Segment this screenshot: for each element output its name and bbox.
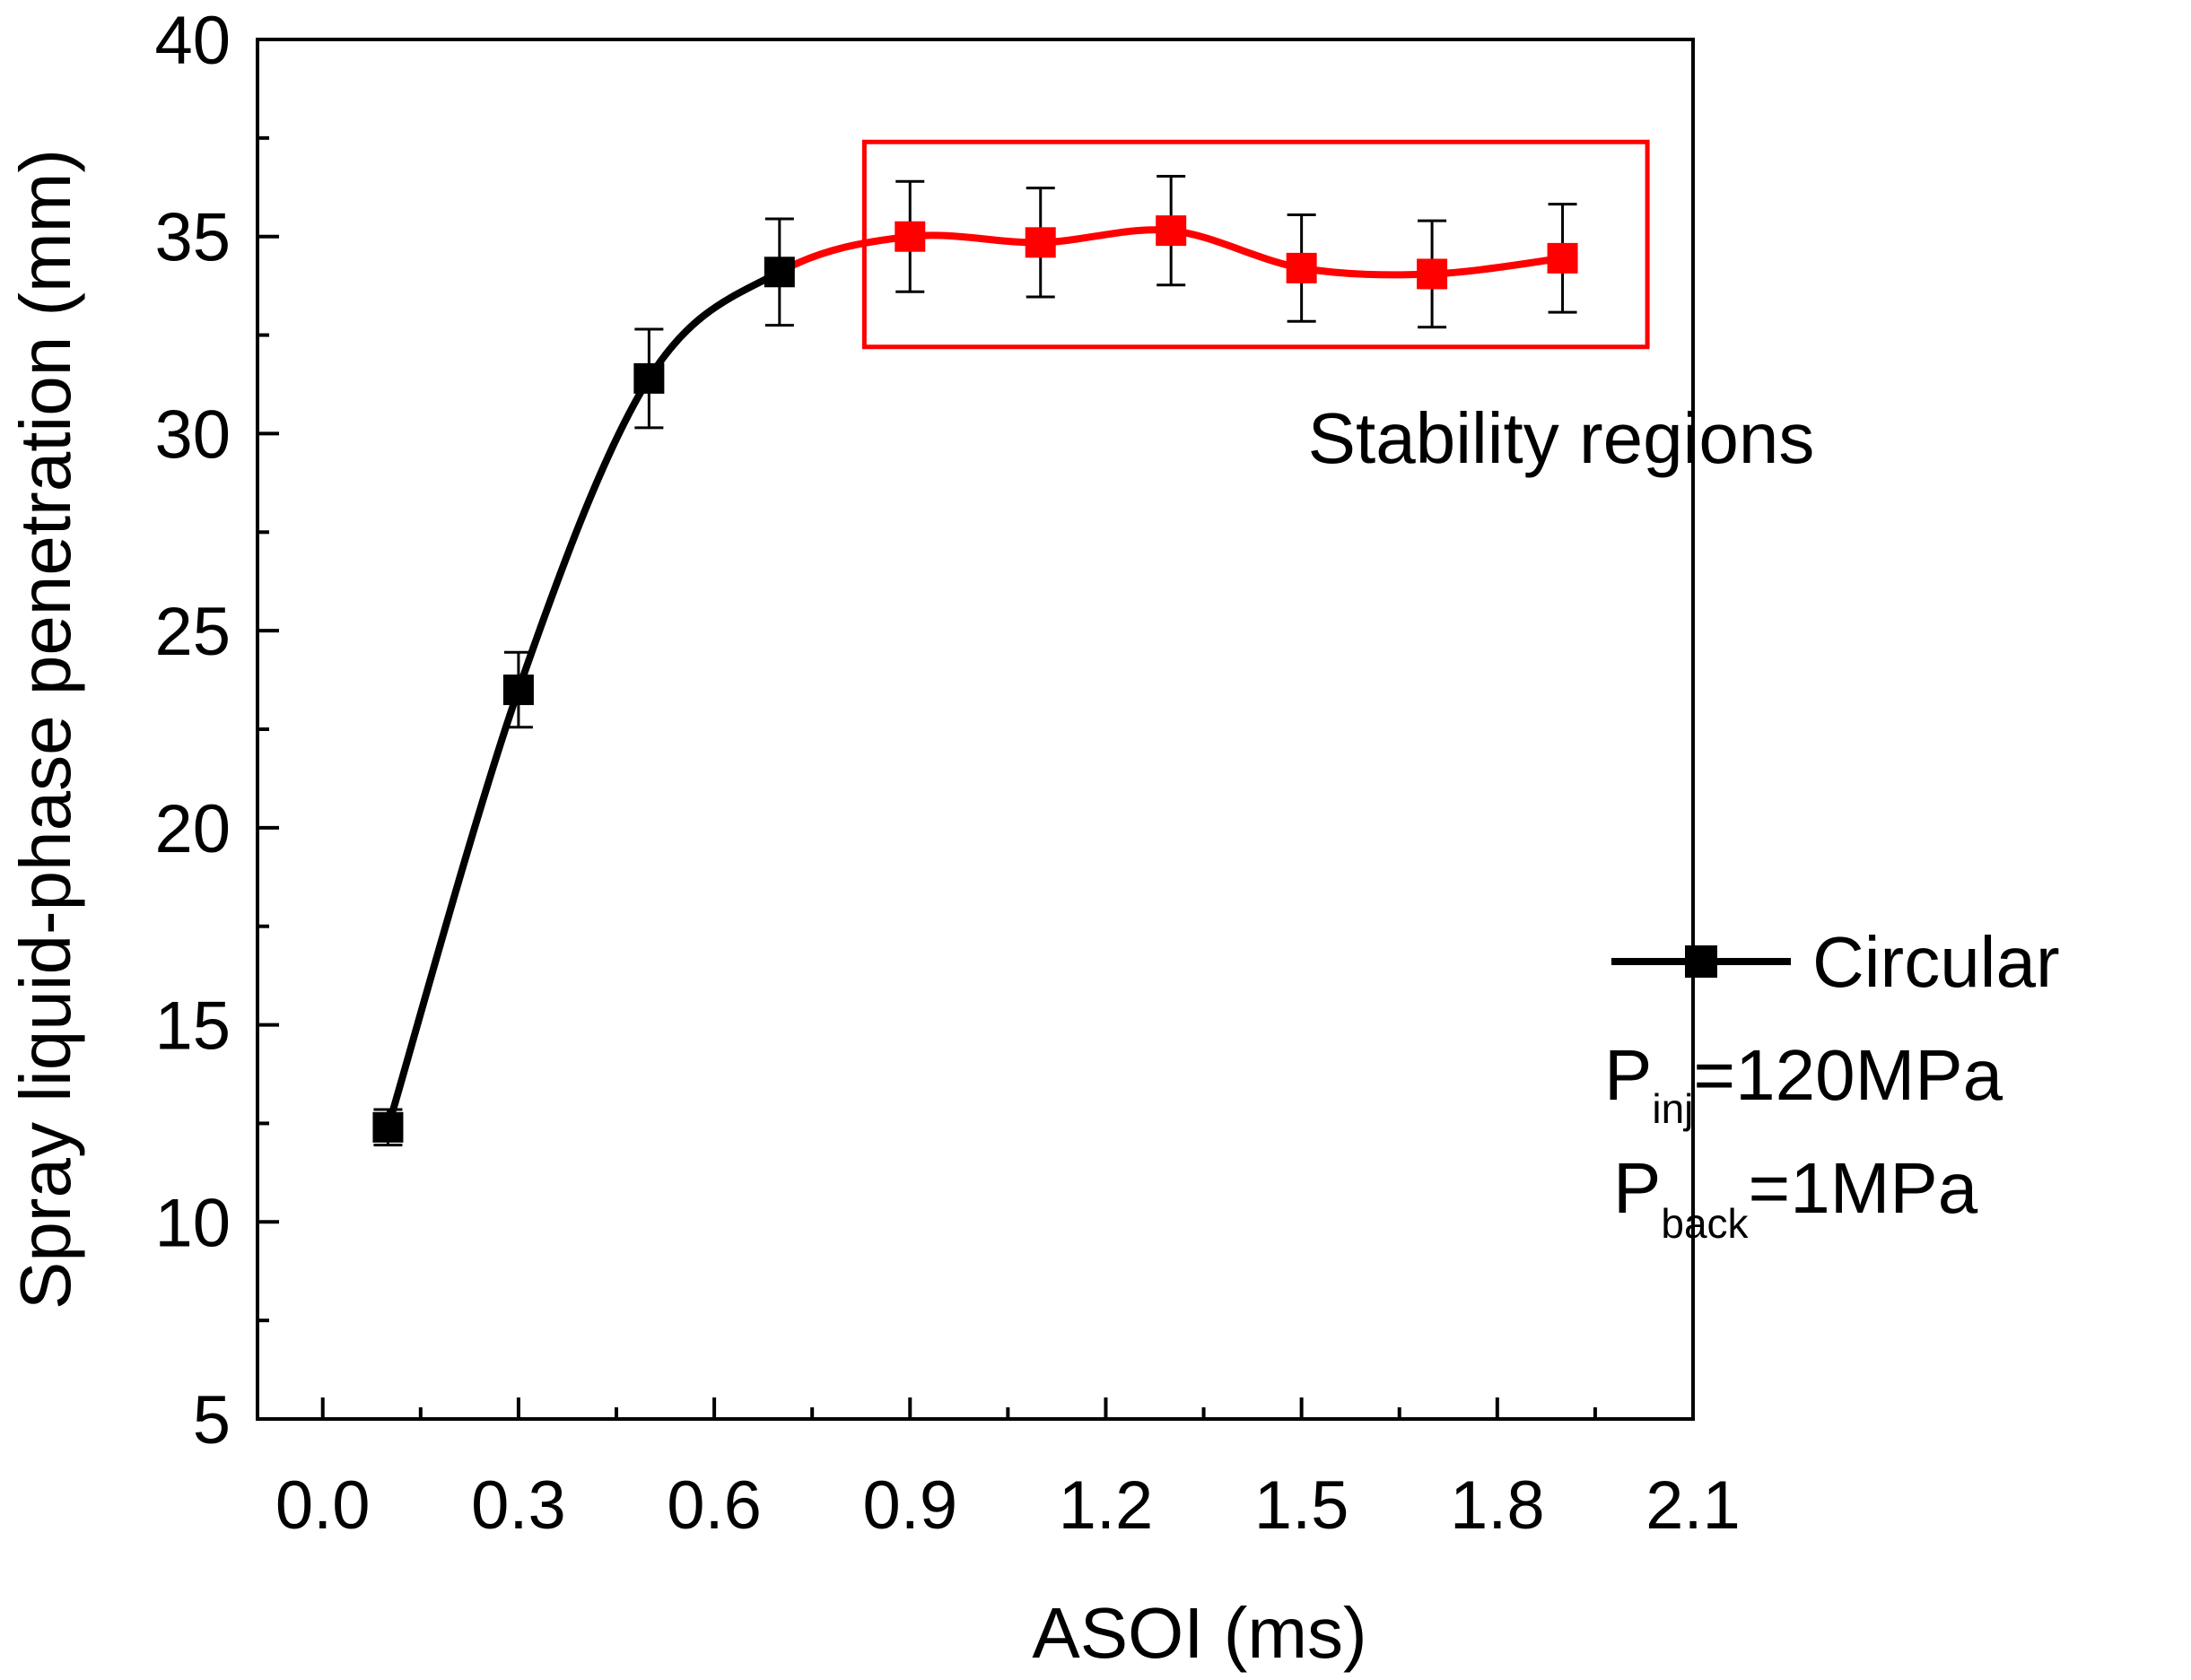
back-pressure-label: Pback=1MPa [1613, 1148, 1978, 1247]
y-tick-label: 25 [154, 594, 231, 670]
x-tick-label: 0.3 [471, 1467, 566, 1544]
x-tick-label: 1.2 [1059, 1467, 1154, 1544]
x-tick-label: 0.9 [862, 1467, 957, 1544]
data-point-marker [1417, 258, 1448, 290]
data-point-marker [895, 221, 926, 252]
y-tick-label: 35 [154, 200, 231, 276]
injection-pressure-label: Pinj=120MPa [1604, 1035, 2003, 1132]
data-point-marker [1025, 227, 1056, 258]
x-tick-label: 1.5 [1254, 1467, 1349, 1544]
x-tick-label: 0.0 [275, 1467, 371, 1544]
legend-label: Circular [1812, 922, 2060, 1002]
y-tick-label: 20 [154, 791, 231, 867]
y-tick-label: 40 [154, 3, 231, 79]
y-tick-label: 15 [154, 988, 231, 1065]
stability-region-box [861, 139, 1650, 350]
data-point-marker [372, 1111, 404, 1143]
y-tick-label: 5 [193, 1382, 231, 1458]
x-tick-label: 1.8 [1450, 1467, 1545, 1544]
x-axis-title: ASOI (ms) [1032, 1593, 1366, 1673]
legend-marker [1685, 945, 1717, 978]
data-point-marker [1156, 215, 1187, 247]
data-point-marker [633, 362, 665, 394]
x-axis-ticks: 0.0 0.3 0.6 0.9 1.2 1.5 1.8 2.1 [275, 1397, 1741, 1544]
plot-frame [256, 38, 1695, 1421]
series-curve-circular [384, 268, 783, 1131]
data-points [372, 174, 1578, 1147]
stability-region-label: Stability regions [1308, 398, 1815, 478]
y-tick-label: 10 [154, 1185, 231, 1261]
x-tick-label: 0.6 [667, 1467, 762, 1544]
y-axis-title: Spray liquid-phase penetration (mm) [5, 149, 85, 1310]
data-point-marker [1547, 242, 1578, 274]
x-tick-label: 2.1 [1645, 1467, 1741, 1544]
y-tick-label: 30 [154, 396, 231, 473]
y-axis-ticks: 5 10 15 20 25 30 35 40 [154, 3, 279, 1458]
data-point-marker [502, 675, 534, 706]
data-point-marker [764, 257, 795, 288]
data-point-marker [1286, 252, 1317, 283]
